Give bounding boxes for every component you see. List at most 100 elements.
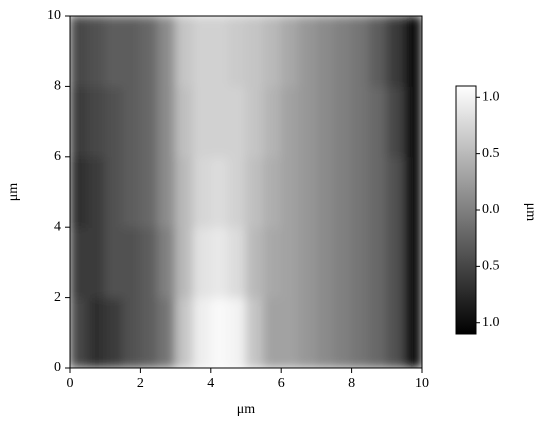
cell	[245, 297, 265, 368]
cell	[386, 16, 405, 87]
y-tick-label: 8	[54, 79, 61, 94]
cell	[351, 85, 370, 158]
cell	[139, 156, 159, 228]
cell	[122, 85, 141, 158]
cell	[386, 156, 405, 228]
cell	[403, 297, 422, 368]
cell	[315, 85, 335, 158]
y-tick-label: 2	[54, 290, 61, 305]
cell	[157, 16, 177, 87]
cell	[210, 297, 229, 368]
cell	[280, 226, 300, 299]
x-axis-label: μm	[237, 402, 256, 417]
cell	[122, 226, 141, 299]
cell	[368, 297, 388, 368]
cell	[192, 226, 212, 299]
cell	[315, 297, 335, 368]
cell	[351, 226, 370, 299]
x-tick-label: 0	[67, 376, 74, 391]
cell	[298, 297, 317, 368]
cell	[280, 85, 300, 158]
y-tick-label: 0	[54, 360, 61, 375]
cell	[351, 297, 370, 368]
cell	[122, 156, 141, 228]
cell	[298, 85, 317, 158]
cell	[368, 16, 388, 87]
cell	[70, 297, 89, 368]
cell	[263, 16, 282, 87]
cell	[122, 16, 141, 87]
cell	[175, 156, 194, 228]
cell	[245, 16, 265, 87]
cell	[386, 85, 405, 158]
cell	[280, 156, 300, 228]
cell	[139, 297, 159, 368]
plot-frame	[69, 15, 423, 369]
cell	[333, 156, 353, 228]
cell	[263, 226, 282, 299]
colorbar	[455, 85, 477, 335]
cell	[87, 156, 106, 228]
cell	[70, 156, 89, 228]
cell	[122, 297, 141, 368]
cell	[70, 226, 89, 299]
cell	[263, 156, 282, 228]
cell	[403, 226, 422, 299]
cell	[227, 226, 247, 299]
cell	[175, 297, 194, 368]
cell	[104, 297, 124, 368]
cell	[104, 226, 124, 299]
cell	[315, 226, 335, 299]
cell	[368, 85, 388, 158]
cell	[227, 156, 247, 228]
cell	[192, 156, 212, 228]
cell	[315, 156, 335, 228]
cell	[104, 85, 124, 158]
cell	[386, 226, 405, 299]
cell	[298, 226, 317, 299]
cell	[403, 156, 422, 228]
cell	[333, 226, 353, 299]
cell	[175, 16, 194, 87]
cell	[104, 156, 124, 228]
cell	[368, 156, 388, 228]
cell	[87, 297, 106, 368]
colorbar-label: μm	[523, 203, 538, 222]
cell	[104, 16, 124, 87]
colorbar-tick-label: 1.0	[482, 89, 500, 104]
colorbar-tick-label: 1.0	[482, 315, 500, 330]
cell	[315, 16, 335, 87]
colorbar-tick-label: 0.5	[482, 146, 500, 161]
x-tick-label: 2	[137, 376, 144, 391]
cell	[298, 16, 317, 87]
cell	[157, 226, 177, 299]
cell	[210, 85, 229, 158]
cell	[157, 156, 177, 228]
cell	[333, 16, 353, 87]
cell	[87, 226, 106, 299]
cell	[333, 297, 353, 368]
cell	[157, 297, 177, 368]
cell	[87, 85, 106, 158]
cell	[227, 85, 247, 158]
cell	[351, 16, 370, 87]
cell	[175, 85, 194, 158]
cell	[298, 156, 317, 228]
cell	[280, 297, 300, 368]
cell	[245, 85, 265, 158]
cell	[245, 226, 265, 299]
y-axis-label: μm	[6, 183, 21, 202]
cell	[210, 16, 229, 87]
colorbar-tick-label: 0.0	[482, 202, 500, 217]
cell	[263, 85, 282, 158]
cell	[139, 226, 159, 299]
heatmap-image	[70, 16, 422, 368]
cell	[210, 226, 229, 299]
cell	[210, 156, 229, 228]
cell	[87, 16, 106, 87]
cell	[403, 16, 422, 87]
cell	[175, 226, 194, 299]
cell	[70, 16, 89, 87]
y-tick-label: 4	[54, 219, 61, 234]
cell	[386, 297, 405, 368]
